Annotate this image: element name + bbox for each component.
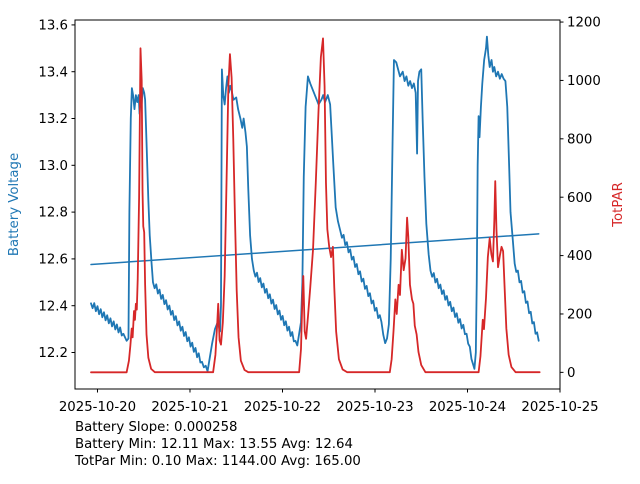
plot-frame: [74, 19, 561, 390]
y-axis-left-label: Battery Voltage: [7, 153, 22, 256]
y-left-tick-label: 12.8: [38, 206, 68, 221]
y-right-tick-label: 0: [567, 366, 575, 381]
stats-battery-minmax: Battery Min: 12.11 Max: 13.55 Avg: 12.64: [75, 437, 353, 452]
x-tick-label: 2025-10-22: [244, 400, 321, 415]
battery_voltage-line: [90, 35, 540, 373]
axis-ticks-group: 2025-10-20 2025-10-21 2025-10-22 2025-10-23…: [38, 16, 600, 415]
y-axis-right-label: TotPAR: [611, 182, 626, 228]
y-left-tick-label: 13.6: [38, 19, 68, 34]
y-left-tick-label: 13.0: [38, 159, 68, 174]
y-right-tick-label: 400: [567, 249, 592, 264]
y-left-tick-label: 12.4: [38, 299, 68, 314]
y-right-tick-label: 600: [567, 191, 592, 206]
x-tick-label: 2025-10-21: [151, 400, 228, 415]
battery_trend-line: [90, 233, 540, 266]
stats-totpar-minmax: TotPar Min: 0.10 Max: 1144.00 Avg: 165.0…: [74, 454, 361, 469]
x-tick-label: 2025-10-25: [521, 400, 598, 415]
x-tick-label: 2025-10-20: [59, 400, 136, 415]
y-right-tick-label: 200: [567, 308, 592, 323]
totpar-line: [90, 37, 541, 374]
y-right-tick-label: 1000: [567, 74, 601, 89]
stats-battery-slope: Battery Slope: 0.000258: [75, 420, 237, 435]
y-left-tick-label: 13.4: [38, 65, 68, 80]
y-right-tick-label: 800: [567, 132, 592, 147]
y-right-tick-label: 1200: [567, 16, 601, 31]
series-group: [90, 35, 541, 374]
x-tick-label: 2025-10-23: [336, 400, 413, 415]
y-left-tick-label: 13.2: [38, 112, 68, 127]
x-tick-label: 2025-10-24: [429, 400, 506, 415]
y-left-tick-label: 12.2: [38, 346, 68, 361]
y-left-tick-label: 12.6: [38, 253, 68, 268]
